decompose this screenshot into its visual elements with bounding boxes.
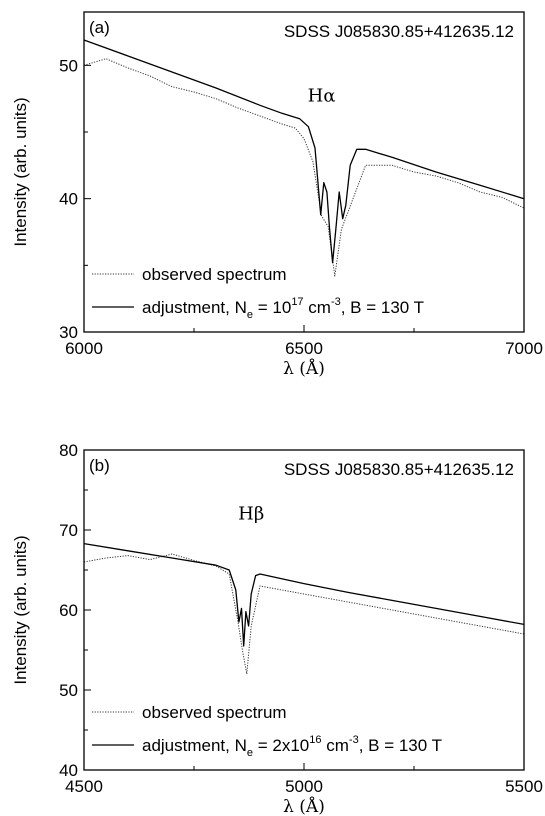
y-tick-label: 80 <box>59 441 78 460</box>
x-tick-label: 5500 <box>505 777 543 796</box>
y-axis-label: Intensity (arb. units) <box>11 97 30 246</box>
legend-fit-equals: = 2x10 <box>253 736 309 755</box>
legend-fit-exponent: 17 <box>291 296 303 308</box>
legend-fit-subscript: e <box>247 309 253 321</box>
legend-fit-prefix: adjustment, N <box>142 298 247 317</box>
y-tick-label: 70 <box>59 521 78 540</box>
adjustment-fit-line <box>83 39 525 264</box>
y-tick-label: 30 <box>59 323 78 342</box>
legend-fit-unit-exponent: -3 <box>331 296 341 308</box>
spectral-line-label: Hβ <box>238 504 264 525</box>
legend-fit-label: adjustment, Ne = 1017 cm-3, B = 130 T <box>142 296 424 321</box>
adjustment-fit-line <box>83 542 525 647</box>
panel-label: (a) <box>89 18 110 37</box>
panel-b: 4500 5000 5500 40 50 60 70 80 λ (Å) Intensity (ar… <box>11 441 543 816</box>
panel-a: 6000 6500 7000 30 40 50 λ (Å) Intensity (arb. u… <box>11 11 543 379</box>
x-tick-label: 6500 <box>285 339 323 358</box>
object-name: SDSS J085830.85+412635.12 <box>284 460 514 479</box>
legend-fit-label: adjustment, Ne = 2x1016 cm-3, B = 130 T <box>142 734 442 759</box>
y-tick-label: 50 <box>59 681 78 700</box>
y-tick-label: 60 <box>59 601 78 620</box>
legend-observed-label: observed spectrum <box>142 703 287 722</box>
observed-spectrum-line <box>83 58 525 277</box>
y-tick-label: 40 <box>59 190 78 209</box>
legend-fit-unit-exponent: -3 <box>349 734 359 746</box>
x-axis-label: λ (Å) <box>283 796 325 816</box>
y-tick-label: 50 <box>59 56 78 75</box>
plot-frame <box>83 449 525 771</box>
y-axis-label: Intensity (arb. units) <box>11 535 30 684</box>
x-tick-label: 6000 <box>65 339 103 358</box>
legend-fit-suffix: , B = 130 T <box>341 298 424 317</box>
legend-observed-label: observed spectrum <box>142 265 287 284</box>
panel-label: (b) <box>89 456 110 475</box>
legend-fit-unit: cm <box>304 298 331 317</box>
legend-fit-prefix: adjustment, N <box>142 736 247 755</box>
x-tick-label: 5000 <box>285 777 323 796</box>
legend-fit-subscript: e <box>247 747 253 759</box>
plot-frame <box>83 11 525 333</box>
object-name: SDSS J085830.85+412635.12 <box>284 22 514 41</box>
legend-fit-exponent: 16 <box>309 734 321 746</box>
x-tick-label: 4500 <box>65 777 103 796</box>
legend-fit-equals: = 10 <box>253 298 291 317</box>
y-tick-label: 40 <box>59 761 78 780</box>
spectral-line-label: Hα <box>308 85 336 106</box>
legend-fit-suffix: , B = 130 T <box>359 736 442 755</box>
legend-fit-unit: cm <box>322 736 349 755</box>
observed-spectrum-line <box>83 553 525 675</box>
x-tick-label: 7000 <box>505 339 543 358</box>
x-axis-label: λ (Å) <box>283 358 325 379</box>
